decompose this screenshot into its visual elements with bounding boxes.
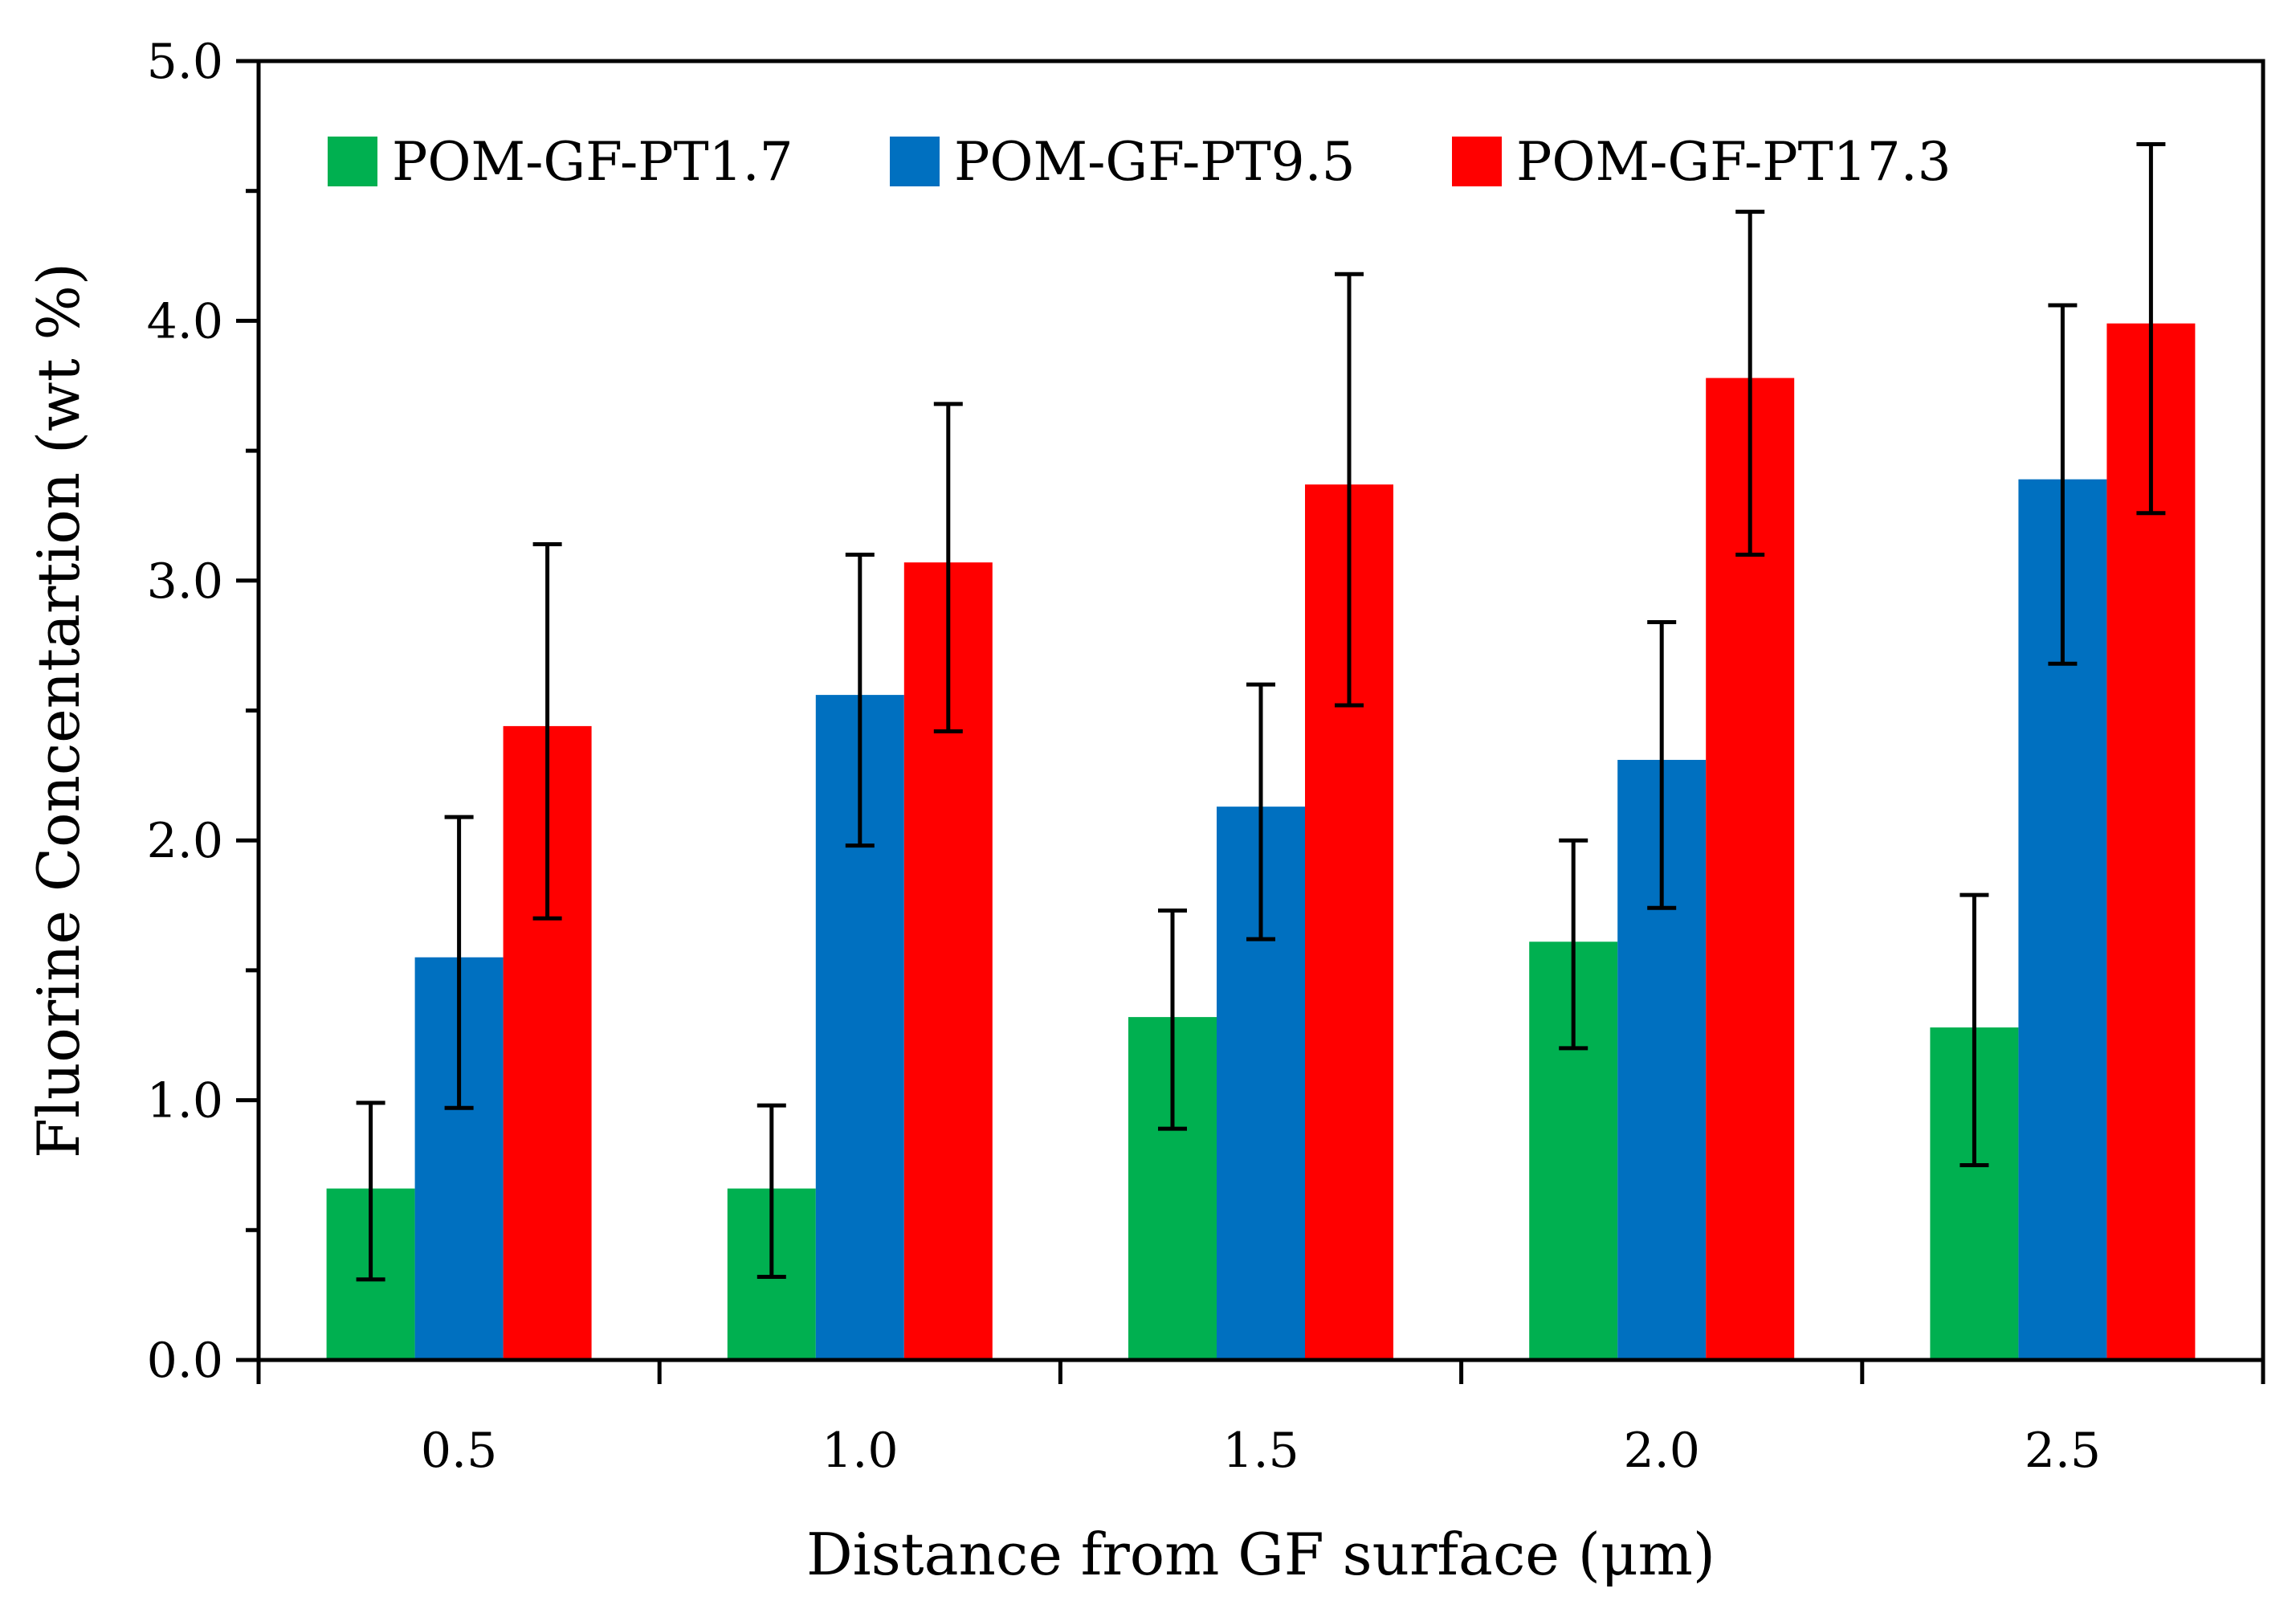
legend-swatch <box>328 137 377 186</box>
y-tick-label: 3.0 <box>147 553 223 610</box>
legend-swatch <box>890 137 940 186</box>
legend-label: POM-GF-PT1.7 <box>392 131 793 193</box>
y-tick-label: 4.0 <box>147 293 223 349</box>
y-axis-title: Fluorine Concentartion (wt %) <box>25 263 92 1158</box>
x-tick-label: 0.5 <box>421 1423 497 1479</box>
y-tick-label: 1.0 <box>147 1073 223 1129</box>
x-tick-label: 2.0 <box>1623 1423 1699 1479</box>
y-tick-label: 5.0 <box>147 34 223 90</box>
bar-chart: 0.0 1.0 2.0 3.0 4.0 5.0 0.5 1.0 1.5 2.0 2.5 POM-GF… <box>0 0 2296 1609</box>
legend: POM-GF-PT1.7 POM-GF-PT9.5 POM-GF-PT17.3 <box>328 131 1951 193</box>
legend-item-2: POM-GF-PT9.5 <box>890 131 1356 193</box>
x-tick-label: 1.0 <box>822 1423 898 1479</box>
y-tick-label: 0.0 <box>147 1333 223 1389</box>
legend-swatch <box>1452 137 1502 186</box>
legend-label: POM-GF-PT9.5 <box>954 131 1356 193</box>
y-tick-label: 2.0 <box>147 813 223 869</box>
x-tick-label: 2.5 <box>2025 1423 2101 1479</box>
chart-canvas: 0.0 1.0 2.0 3.0 4.0 5.0 0.5 1.0 1.5 2.0 2.5 POM-GF… <box>0 0 2296 1609</box>
x-axis-title: Distance from GF surface (μm) <box>806 1521 1715 1588</box>
legend-item-3: POM-GF-PT17.3 <box>1452 131 1951 193</box>
legend-label: POM-GF-PT17.3 <box>1516 131 1951 193</box>
x-tick-label: 1.5 <box>1222 1423 1299 1479</box>
legend-item-1: POM-GF-PT1.7 <box>328 131 793 193</box>
